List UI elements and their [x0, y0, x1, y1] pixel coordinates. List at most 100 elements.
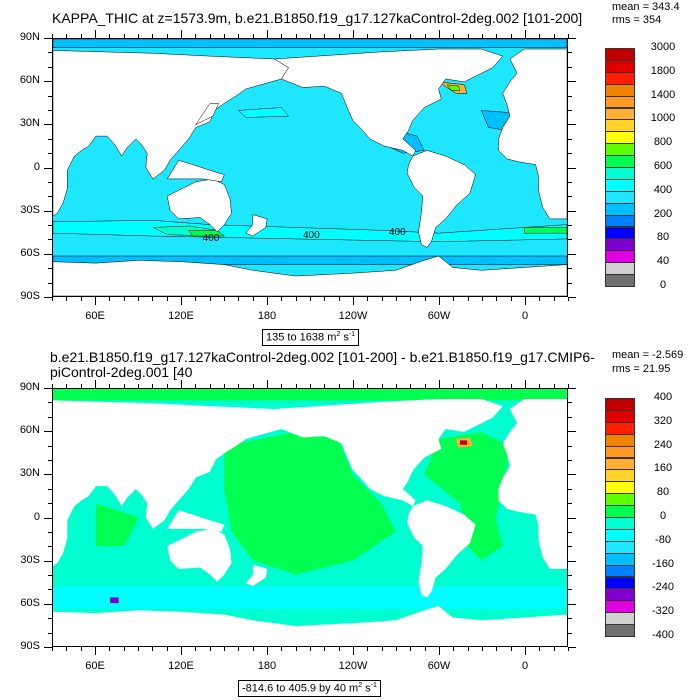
axis-tick: [181, 647, 182, 655]
axis-tick: [525, 30, 526, 38]
axis-tick: [539, 647, 541, 651]
axis-tick: [381, 647, 383, 651]
colorbar-label: -400: [651, 629, 675, 641]
axis-tick: [44, 38, 52, 39]
panel1-rms: rms = 354: [612, 14, 662, 26]
colorbar-label: 80: [656, 231, 670, 244]
lon-label: 180: [257, 310, 277, 322]
axis-tick: [381, 34, 383, 38]
axis-tick: [568, 253, 576, 255]
axis-tick: [44, 517, 52, 519]
lat-label: 60S: [20, 596, 40, 609]
lon-label: 0: [521, 310, 529, 322]
axis-tick: [467, 34, 469, 38]
panel1-range-box: 135 to 1638 m2 s-1: [262, 329, 360, 346]
axis-tick: [281, 34, 283, 38]
lat-label: 0: [33, 160, 40, 173]
colorbar-label: 200: [653, 207, 673, 220]
lon-label: 120E: [168, 310, 194, 322]
axis-tick: [568, 297, 569, 301]
axis-tick: [48, 416, 52, 418]
axis-tick: [224, 384, 225, 388]
axis-tick: [48, 282, 52, 284]
axis-tick: [467, 647, 469, 651]
axis-tick: [324, 34, 326, 38]
axis-tick: [482, 647, 483, 651]
panel2-map: [52, 388, 568, 647]
units-exp: 2: [358, 682, 363, 689]
axis-tick: [568, 282, 572, 284]
units: m: [349, 682, 359, 695]
colorbar-label: 80: [656, 486, 670, 499]
axis-tick: [66, 647, 68, 651]
panel2-colorbar: 400 320 240 160 80 0 -80 -160 -240 -320 -400: [605, 391, 674, 641]
axis-tick: [267, 380, 268, 388]
axis-tick: [568, 416, 572, 418]
axis-tick: [238, 297, 240, 301]
axis-tick: [44, 560, 52, 562]
land-mask: [167, 528, 232, 582]
axis-tick: [568, 66, 572, 68]
axis-tick: [44, 210, 52, 212]
axis-tick: [568, 546, 572, 548]
colorbar-label: 240: [653, 438, 673, 451]
north-pacific-field: [239, 108, 289, 118]
colorbar-box: [605, 624, 635, 637]
axis-tick: [252, 297, 254, 301]
southern-peak-field: [189, 230, 225, 236]
land-mask: [245, 564, 268, 587]
axis-tick: [95, 647, 96, 655]
land-mask: [407, 500, 476, 598]
axis-tick: [44, 388, 52, 389]
axis-tick: [424, 384, 426, 388]
axis-tick: [353, 297, 354, 305]
axis-tick: [568, 431, 576, 433]
pacific-field: [224, 431, 396, 575]
axis-tick: [467, 384, 469, 388]
land-mask: [274, 398, 503, 507]
axis-tick: [496, 34, 498, 38]
lat-label: 90S: [20, 290, 40, 302]
axis-tick: [48, 138, 52, 140]
lat-label: 60S: [20, 246, 40, 259]
panel1-title: KAPPA_THIC at z=1573.9m, b.e21.B1850.f19…: [52, 10, 583, 26]
axis-tick: [568, 474, 576, 476]
axis-tick: [267, 647, 268, 655]
axis-tick: [568, 402, 572, 404]
axis-tick: [568, 603, 576, 605]
lat-label: 60N: [19, 424, 40, 437]
axis-tick: [568, 34, 569, 38]
axis-tick: [568, 503, 572, 505]
axis-tick: [310, 34, 311, 38]
atlantic-field: [424, 431, 510, 561]
lon-label: 60E: [85, 660, 105, 672]
colorbar-label: 3000: [650, 41, 676, 53]
units: s: [340, 331, 349, 344]
panel2-rms: rms = 21.95: [612, 363, 671, 375]
axis-tick: [510, 384, 512, 388]
axis-tick: [295, 297, 297, 301]
axis-tick: [252, 384, 254, 388]
axis-tick: [44, 647, 52, 648]
axis-tick: [424, 297, 426, 301]
axis-tick: [482, 384, 483, 388]
colorbar-label: 0: [659, 510, 667, 522]
axis-tick: [109, 34, 111, 38]
axis-tick: [568, 445, 572, 447]
axis-tick: [553, 297, 555, 301]
lon-label: 120E: [168, 660, 194, 672]
axis-tick: [209, 297, 211, 301]
axis-tick: [281, 297, 283, 301]
axis-tick: [467, 297, 469, 301]
axis-tick: [48, 632, 52, 634]
axis-tick: [568, 560, 576, 562]
labrador-core: [447, 85, 460, 91]
axis-tick: [367, 297, 369, 301]
axis-tick: [48, 546, 52, 548]
axis-tick: [353, 380, 354, 388]
axis-tick: [568, 647, 576, 648]
axis-tick: [80, 34, 82, 38]
panel2-range-box: -814.6 to 405.9 by 40 m2 s-1: [238, 680, 381, 697]
arctic-field: [53, 39, 567, 48]
axis-tick: [66, 34, 68, 38]
